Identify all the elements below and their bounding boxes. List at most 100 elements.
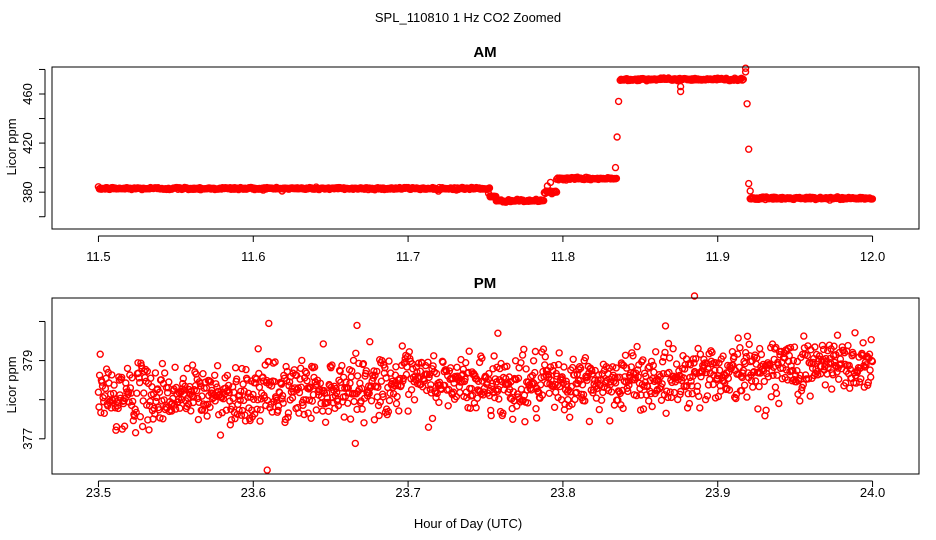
pm-data-point xyxy=(583,376,591,384)
pm-outlier-point xyxy=(263,466,271,474)
pm-data-point xyxy=(323,389,331,397)
pm-data-point xyxy=(277,380,286,388)
pm-data-point xyxy=(310,363,319,371)
pm-data-point xyxy=(369,371,377,379)
pm-data-point xyxy=(676,390,684,399)
x-axis-label: Hour of Day (UTC) xyxy=(414,516,522,531)
pm-data-point xyxy=(227,416,236,424)
pm-data-point xyxy=(645,397,653,405)
pm-data-point xyxy=(846,384,854,392)
pm-data-point xyxy=(139,397,147,405)
pm-data-point xyxy=(555,349,563,357)
pm-data-point xyxy=(395,407,403,415)
figure-title: SPL_110810 1 Hz CO2 Zoomed xyxy=(375,10,561,25)
pm-data-point xyxy=(353,405,361,414)
pm-data-point xyxy=(560,363,568,371)
pm-data-point xyxy=(681,365,689,373)
pm-data-point xyxy=(439,358,447,366)
pm-data-point xyxy=(101,384,110,393)
pm-data-point xyxy=(370,367,378,375)
pm-data-point xyxy=(116,391,124,399)
pm-data-point xyxy=(683,404,692,412)
pm-data-point xyxy=(868,357,877,366)
pm-data-point xyxy=(393,392,401,401)
pm-data-point xyxy=(213,383,221,391)
pm-data-point xyxy=(509,415,517,423)
pm-data-point xyxy=(622,364,631,372)
pm-data-point xyxy=(683,382,691,390)
pm-data-point xyxy=(145,426,153,434)
pm-data-point xyxy=(373,367,381,376)
pm-data-point xyxy=(732,394,740,403)
pm-y-tick-label: 379 xyxy=(20,350,35,372)
am-y-tick-label: 460 xyxy=(20,83,35,105)
pm-data-point xyxy=(756,344,764,353)
am-x-tick-label: 11.5 xyxy=(86,249,110,264)
pm-data-point xyxy=(346,415,355,423)
pm-data-point xyxy=(499,409,507,417)
pm-x-tick-label: 24.0 xyxy=(860,485,885,500)
pm-data-point xyxy=(545,389,553,397)
pm-data-point xyxy=(146,374,155,382)
pm-data-point xyxy=(806,392,814,400)
pm-data-point xyxy=(432,369,441,378)
pm-data-point xyxy=(328,361,336,369)
pm-data-point xyxy=(865,350,874,358)
pm-data-point xyxy=(811,343,819,351)
pm-data-point xyxy=(581,397,589,405)
pm-data-point xyxy=(319,340,327,348)
pm-data-point xyxy=(836,355,845,363)
pm-data-point xyxy=(349,356,358,365)
pm-data-point xyxy=(192,387,201,395)
pm-data-point xyxy=(701,395,710,404)
pm-data-point xyxy=(738,386,746,395)
pm-data-point xyxy=(107,404,115,412)
pm-data-point xyxy=(757,350,766,359)
pm-data-point xyxy=(179,374,188,383)
am-outlier-point xyxy=(745,179,753,188)
pm-x-tick-label: 23.9 xyxy=(705,485,730,500)
pm-data-point xyxy=(658,358,667,366)
pm-data-point xyxy=(143,367,152,375)
pm-data-point xyxy=(194,415,203,424)
pm-data-point xyxy=(532,405,540,413)
pm-data-point xyxy=(199,370,207,378)
pm-data-point xyxy=(495,395,503,403)
pm-data-point xyxy=(799,380,807,389)
pm-data-point xyxy=(760,377,768,386)
pm-data-point xyxy=(243,376,251,384)
pm-data-point xyxy=(619,404,627,413)
am-outlier-point xyxy=(546,178,555,187)
pm-data-point xyxy=(155,388,164,396)
pm-data-point xyxy=(353,372,362,380)
pm-data-point xyxy=(332,384,340,393)
pm-data-point xyxy=(696,350,705,358)
pm-data-point xyxy=(340,413,348,421)
pm-data-point xyxy=(773,371,781,379)
pm-data-point xyxy=(819,345,828,354)
pm-data-point xyxy=(725,386,734,394)
pm-data-point xyxy=(430,352,438,360)
pm-data-point xyxy=(541,353,549,361)
pm-data-point xyxy=(779,364,787,372)
pm-data-point xyxy=(818,341,827,350)
pm-data-point xyxy=(213,362,222,370)
pm-data-point xyxy=(745,340,753,348)
pm-data-point xyxy=(282,362,290,371)
pm-data-point xyxy=(803,351,811,360)
pm-data-point xyxy=(444,402,452,410)
pm-data-point xyxy=(230,388,238,396)
pm-data-point xyxy=(436,381,444,389)
pm-data-point xyxy=(734,334,742,342)
pm-data-point xyxy=(764,373,773,381)
am-outlier-point xyxy=(741,64,750,72)
am-x-tick-label: 12.0 xyxy=(860,249,885,264)
pm-data-point xyxy=(305,385,313,393)
am-x-tick-label: 11.9 xyxy=(706,249,730,264)
pm-data-point xyxy=(517,359,525,367)
pm-data-point xyxy=(382,374,390,382)
pm-data-point xyxy=(789,356,798,365)
pm-data-point xyxy=(462,359,470,367)
pm-data-point xyxy=(786,343,795,352)
